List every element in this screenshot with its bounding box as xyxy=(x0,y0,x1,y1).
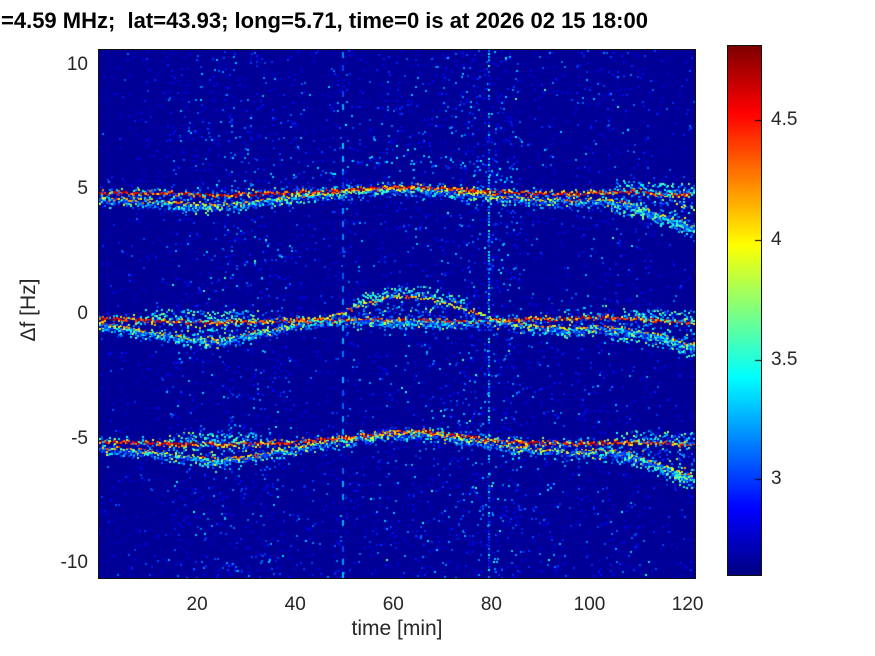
x-tick-label: 120 xyxy=(671,594,704,615)
x-axis-label: time [min] xyxy=(351,617,443,640)
y-tick-label: 0 xyxy=(77,303,88,324)
plot-title: =4.59 MHz; lat=43.93; long=5.71, time=0 … xyxy=(1,8,648,33)
y-tick-label: -5 xyxy=(71,427,88,449)
x-tick-label: 80 xyxy=(480,594,502,615)
colorbar-tick-label: 3.5 xyxy=(771,348,798,370)
x-tick-label: 100 xyxy=(573,594,606,615)
colorbar xyxy=(727,45,762,576)
colorbar-tick-label: 4 xyxy=(771,228,782,250)
y-tick-label: 5 xyxy=(77,178,88,200)
spectrogram-heatmap xyxy=(98,49,696,579)
y-tick-label: 10 xyxy=(66,53,88,75)
x-tick-label: 20 xyxy=(186,594,208,615)
colorbar-tick-label: 3 xyxy=(771,468,782,490)
x-tick-label: 60 xyxy=(382,594,404,615)
y-tick-label: -10 xyxy=(60,552,88,574)
x-tick-label: 40 xyxy=(284,594,306,615)
colorbar-tick-label: 4.5 xyxy=(771,109,798,131)
